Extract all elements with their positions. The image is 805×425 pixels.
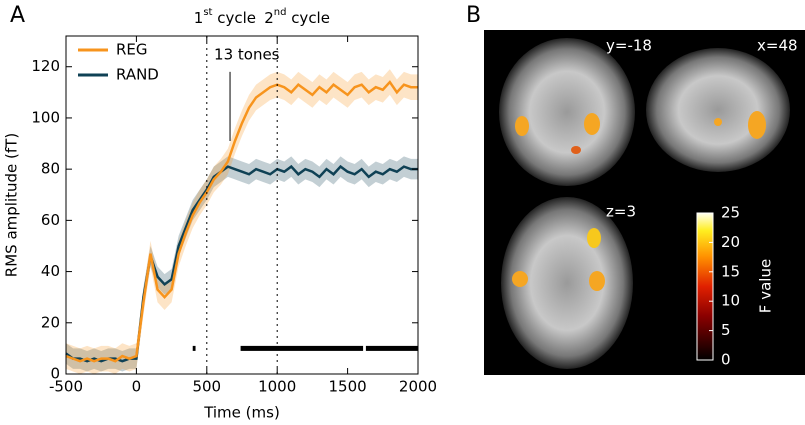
y-tick-label: 80: [41, 160, 60, 178]
x-tick-label: 500: [192, 378, 221, 396]
slice-label: z=3: [606, 203, 636, 221]
colorbar: [696, 212, 714, 361]
cycle-number: 2: [264, 9, 274, 27]
y-tick-label: 0: [50, 365, 60, 383]
error-band: [66, 156, 418, 372]
slice-label: x=48: [757, 37, 798, 55]
cycle-label: 2nd cycle: [264, 7, 330, 27]
cycle-label: 1st cycle: [194, 7, 256, 27]
colorbar-label: F value: [757, 259, 775, 313]
activation-blobs: [512, 111, 766, 291]
annotation-text: 13 tones: [214, 46, 280, 64]
cycle-text: cycle: [212, 9, 256, 27]
line-chart: -500 0 500 1000 1500 2000020406080100120Time …: [3, 7, 438, 422]
x-tick-label: 2000: [399, 378, 437, 396]
y-axis-label: RMS amplitude (fT): [3, 133, 21, 277]
significance-bar: [192, 345, 196, 351]
cycle-number: 1: [194, 9, 204, 27]
sagittal-slice: [646, 48, 790, 172]
panel-label: B: [466, 3, 481, 28]
x-tick-label: 1000: [258, 378, 296, 396]
y-tick-label: 60: [41, 211, 60, 229]
slice-label: y=-18: [606, 37, 652, 55]
colorbar-tick-label: 0: [721, 351, 731, 369]
y-tick-label: 120: [31, 57, 60, 75]
brain-panel: y=-18 x=48 z=3 0 5 10 15 20 25 F value: [484, 30, 805, 375]
y-tick-label: 100: [31, 108, 60, 126]
colorbar-tick-label: 5: [721, 321, 731, 339]
panel-label: A: [10, 3, 25, 28]
series-line: [65, 80, 418, 363]
significance-bar: [365, 345, 418, 351]
colorbar-tick-label: 15: [721, 262, 740, 280]
legend-label: REG: [116, 41, 148, 59]
significance-bar: [240, 345, 364, 351]
plot-frame: [65, 35, 419, 375]
colorbar-tick-label: 10: [721, 292, 740, 310]
coronal-slice: [499, 38, 635, 186]
x-tick-label: 0: [132, 378, 142, 396]
x-tick-label: -500: [49, 378, 83, 396]
colorbar-tick-label: 25: [721, 204, 740, 222]
series-line: [65, 164, 418, 363]
x-axis-label: Time (ms): [203, 404, 280, 422]
error-band: [66, 69, 418, 375]
y-tick-label: 20: [41, 313, 60, 331]
colorbar-tick-label: 20: [721, 233, 740, 251]
y-tick-label: 40: [41, 262, 60, 280]
cycle-text: cycle: [286, 9, 330, 27]
x-tick-label: 1500: [329, 378, 367, 396]
legend-label: RAND: [116, 66, 159, 84]
cycle-superscript: nd: [274, 7, 287, 18]
cycle-superscript: st: [203, 7, 212, 18]
